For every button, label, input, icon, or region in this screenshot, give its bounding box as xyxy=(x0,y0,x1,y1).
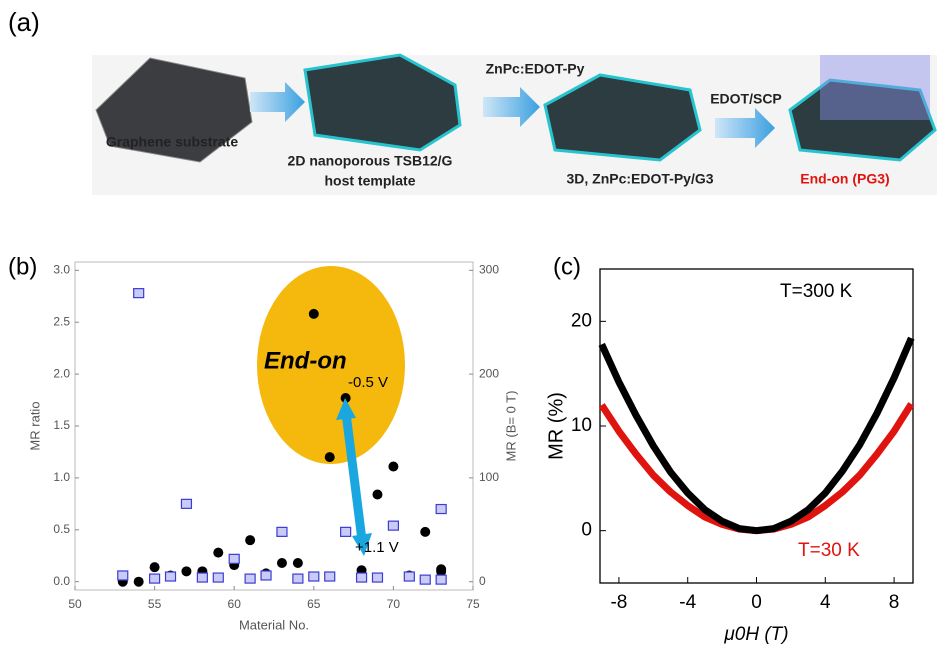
marker xyxy=(309,572,319,581)
y-tick-label: 10 xyxy=(571,415,592,436)
caption: Graphene substrate xyxy=(106,134,238,150)
y-tick-label: 1.0 xyxy=(53,470,70,484)
marker xyxy=(404,572,414,581)
caption: host template xyxy=(324,173,415,189)
marker xyxy=(325,572,335,581)
marker xyxy=(150,562,160,572)
marker xyxy=(277,558,287,568)
marker xyxy=(388,521,398,530)
caption: 2D nanoporous TSB12/G xyxy=(288,153,453,169)
series-label: T=30 K xyxy=(798,540,860,561)
line xyxy=(602,404,912,531)
marker xyxy=(166,572,176,581)
step-label: EDOT/SCP xyxy=(710,91,782,107)
panel-label: (b) xyxy=(8,253,37,280)
x-tick-label: 0 xyxy=(751,592,762,613)
y-tick-label: 0.5 xyxy=(53,522,70,536)
x-tick-label: 8 xyxy=(889,592,900,613)
x-tick-label: 55 xyxy=(148,597,162,611)
x-axis-title: μ0H (T) xyxy=(723,624,788,645)
marker xyxy=(420,527,430,537)
x-tick-label: -8 xyxy=(610,592,627,613)
marker xyxy=(436,575,446,584)
x-tick-label: 75 xyxy=(466,597,480,611)
annotation: +1.1 V xyxy=(355,539,399,556)
y-tick-label: 3.0 xyxy=(53,262,70,276)
marker xyxy=(277,527,287,536)
y-axis-title: MR (%) xyxy=(545,392,567,460)
y-tick-label: 2.0 xyxy=(53,366,70,380)
marker xyxy=(118,571,128,580)
annotation: End-on xyxy=(264,347,347,374)
y-tick-label: 0.0 xyxy=(53,574,70,588)
x-tick-label: 50 xyxy=(68,597,82,611)
marker xyxy=(150,574,160,583)
marker xyxy=(245,574,255,583)
marker xyxy=(357,573,367,582)
y-axis-title: MR ratio xyxy=(27,401,42,450)
marker xyxy=(372,490,382,500)
marker xyxy=(388,461,398,471)
x-axis-title: Material No. xyxy=(239,617,309,632)
marker xyxy=(213,548,223,558)
marker xyxy=(420,575,430,584)
y-tick-label: 20 xyxy=(571,310,592,331)
marker xyxy=(134,289,144,298)
y-tick-label: 1.5 xyxy=(53,418,70,432)
y2-axis-title: MR (B= 0 T) xyxy=(503,391,518,462)
marker xyxy=(372,573,382,582)
caption: 3D, ZnPc:EDOT-Py/G3 xyxy=(566,171,713,187)
marker xyxy=(325,452,335,462)
marker xyxy=(197,573,207,582)
x-tick-label: 4 xyxy=(820,592,831,613)
marker xyxy=(436,505,446,514)
marker xyxy=(134,577,144,587)
step-label: ZnPc:EDOT-Py xyxy=(486,61,585,77)
marker xyxy=(213,573,223,582)
x-tick-label: 65 xyxy=(307,597,321,611)
marker xyxy=(245,535,255,545)
y2-tick-label: 100 xyxy=(479,470,499,484)
marker xyxy=(293,558,303,568)
caption: End-on (PG3) xyxy=(800,171,889,187)
panel-label: (c) xyxy=(553,253,581,280)
figure: (a) Graphene substrate 2D nanoporous TSB… xyxy=(0,0,942,659)
y-tick-label: 2.5 xyxy=(53,314,70,328)
y2-tick-label: 200 xyxy=(479,366,499,380)
panel-a: (a) Graphene substrate 2D nanoporous TSB… xyxy=(8,7,937,195)
marker xyxy=(229,554,239,563)
line xyxy=(602,338,912,531)
x-tick-label: 60 xyxy=(228,597,242,611)
series-label: T=300 K xyxy=(780,281,853,302)
y2-tick-label: 300 xyxy=(479,262,499,276)
x-tick-label: -4 xyxy=(679,592,696,613)
end-on-columns xyxy=(820,55,930,120)
y2-tick-label: 0 xyxy=(479,574,486,588)
marker xyxy=(341,527,351,536)
annotation: -0.5 V xyxy=(348,374,388,391)
x-tick-label: 70 xyxy=(387,597,401,611)
y-tick-label: 0 xyxy=(581,520,592,541)
marker xyxy=(181,499,191,508)
marker xyxy=(181,566,191,576)
panel-label: (a) xyxy=(8,7,40,37)
marker xyxy=(309,309,319,319)
marker xyxy=(293,574,303,583)
marker xyxy=(261,571,271,580)
